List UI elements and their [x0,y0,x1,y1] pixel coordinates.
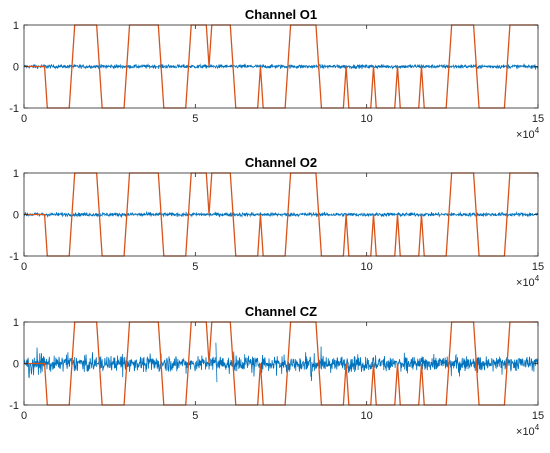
chart-title: Channel CZ [245,304,317,319]
x-tick-label: 10 [361,261,373,273]
x-tick-label: 0 [21,261,27,273]
y-tick-label: 0 [13,359,19,371]
x-tick-label: 10 [361,410,373,422]
x-exponent-label: ×104 [516,423,540,438]
plot-area [24,172,538,257]
x-tick-label: 15 [532,113,544,125]
x-tick-label: 0 [21,113,27,125]
y-tick-label: -1 [9,251,19,263]
y-tick-label: -1 [9,400,19,412]
x-tick-label: 5 [192,410,198,422]
signal-series-line [24,342,538,383]
x-tick-label: 15 [532,261,544,273]
signal-series-line [24,210,538,219]
chart-title: Channel O1 [245,7,317,22]
x-tick-label: 10 [361,113,373,125]
plot-area [24,321,538,406]
x-tick-label: 0 [21,410,27,422]
chart-title: Channel O2 [245,155,317,170]
x-exponent-label: ×104 [516,274,540,289]
y-tick-label: -1 [9,103,19,115]
x-tick-label: 5 [192,113,198,125]
y-tick-label: 0 [13,62,19,74]
y-tick-label: 1 [13,317,19,329]
y-tick-label: 0 [13,210,19,222]
y-tick-label: 1 [13,168,19,180]
y-tick-label: 1 [13,20,19,32]
x-exponent-label: ×104 [516,126,540,141]
plot-area [24,24,538,109]
x-tick-label: 15 [532,410,544,422]
x-tick-label: 5 [192,261,198,273]
signal-series-line [24,62,538,71]
